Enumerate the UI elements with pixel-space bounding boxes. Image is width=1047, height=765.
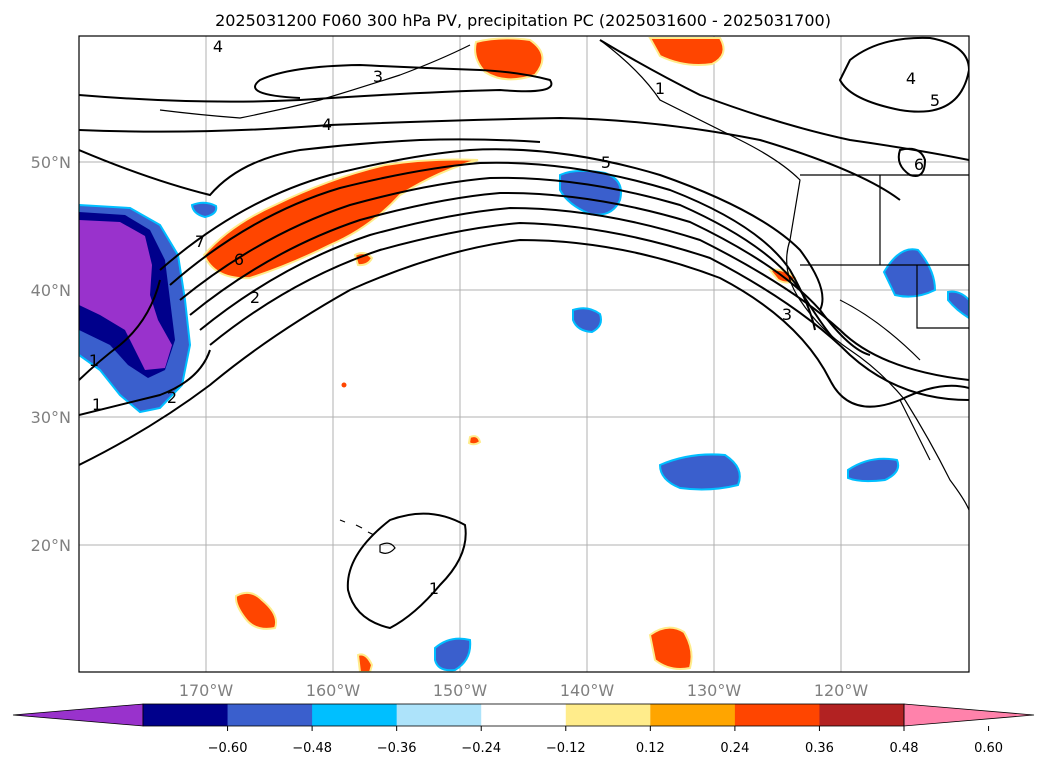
contour-label: 7 [195, 232, 205, 251]
contour-labels: 4 3 4 5 4 5 6 7 6 2 3 1 1 2 1 1 [89, 37, 940, 598]
contour-label: 5 [601, 153, 611, 172]
pv-contours [79, 36, 969, 630]
lon-tick-label: 120°W [814, 681, 869, 700]
contour-label: 5 [930, 91, 940, 110]
colorbar: −0.60 −0.48 −0.36 −0.24 −0.12 0.12 0.24 0.36 0.4… [12, 703, 1035, 756]
contour-label: 4 [213, 37, 223, 56]
gridlines [79, 36, 969, 672]
contour-label: 1 [92, 395, 102, 414]
map-frame [78, 35, 970, 673]
colorbar-swatch [565, 704, 651, 726]
contour-label: 1 [655, 79, 665, 98]
lon-tick-label: 160°W [306, 681, 361, 700]
colorbar-frame [142, 703, 905, 727]
colorbar-extend-high [903, 703, 1035, 727]
colorbar-extend-low [12, 703, 144, 727]
precip-positive [202, 37, 797, 672]
contour-label: 1 [89, 351, 99, 370]
colorbar-swatch [227, 704, 313, 726]
lon-tick-label: 170°W [179, 681, 234, 700]
colorbar-swatch [312, 704, 398, 726]
lat-tick-label: 50°N [31, 153, 71, 172]
lat-tick-label: 40°N [31, 281, 71, 300]
contour-label: 3 [373, 67, 383, 86]
contour-label: 1 [429, 579, 439, 598]
colorbar-tick-label: 0.36 [805, 741, 834, 756]
lon-tick-label: 150°W [433, 681, 488, 700]
colorbar-tick-label: −0.36 [377, 741, 417, 756]
map-panel: 4 3 4 5 4 5 6 7 6 2 3 1 1 2 1 1 [78, 35, 970, 673]
lon-tick-label: 140°W [560, 681, 615, 700]
contour-label: 6 [914, 155, 924, 174]
colorbar-tick-label: 0.24 [720, 741, 749, 756]
contour-label: 3 [782, 305, 792, 324]
colorbar-tick-label: 0.48 [890, 741, 919, 756]
contour-label: 4 [906, 69, 916, 88]
colorbar-swatch [734, 704, 820, 726]
lon-tick-labels: 170°W 160°W 150°W 140°W 130°W 120°W [179, 681, 869, 700]
lat-tick-labels: 50°N 40°N 30°N 20°N [31, 153, 71, 555]
precip-negative-west [79, 203, 192, 414]
colorbar-swatch [819, 704, 905, 726]
colorbar-tick-label: −0.24 [461, 741, 501, 756]
contour-label: 2 [250, 288, 260, 307]
figure-title: 2025031200 F060 300 hPa PV, precipitatio… [215, 11, 831, 30]
precip-negative-patches [190, 169, 969, 672]
lat-tick-label: 20°N [31, 536, 71, 555]
coastlines [159, 39, 969, 554]
lat-tick-label: 30°N [31, 408, 71, 427]
colorbar-swatch [396, 704, 482, 726]
colorbar-swatch [481, 704, 567, 726]
colorbar-tick-label: −0.12 [546, 741, 586, 756]
colorbar-swatch [650, 704, 736, 726]
colorbar-tick-label: 0.12 [636, 741, 665, 756]
colorbar-tick-label: −0.48 [292, 741, 332, 756]
contour-label: 4 [322, 115, 332, 134]
lon-tick-label: 130°W [687, 681, 742, 700]
colorbar-tick-label: 0.60 [974, 741, 1003, 756]
colorbar-tick-label: −0.60 [208, 741, 248, 756]
contour-label: 6 [234, 250, 244, 269]
colorbar-swatch [143, 704, 229, 726]
contour-label: 2 [167, 388, 177, 407]
